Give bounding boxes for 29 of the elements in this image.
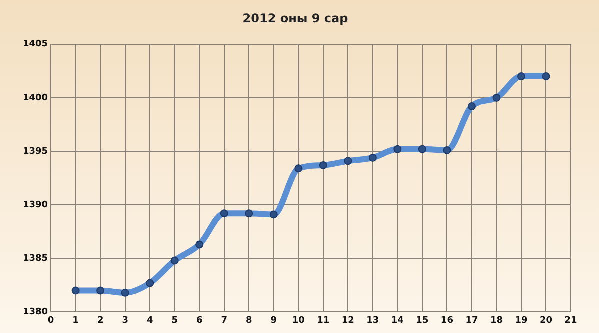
x-tick-label: 14 <box>391 316 404 326</box>
y-tick-label: 1390 <box>22 200 48 210</box>
y-tick-label: 1405 <box>22 40 48 50</box>
x-tick-label: 2 <box>97 316 104 326</box>
x-tick-label: 17 <box>466 316 478 326</box>
y-tick-label: 1395 <box>22 146 48 157</box>
y-tick-label: 1400 <box>22 93 48 104</box>
x-tick-label: 13 <box>366 316 380 326</box>
x-tick-label: 10 <box>292 316 305 326</box>
x-tick-label: 6 <box>196 316 203 326</box>
x-tick-label: 21 <box>564 316 578 326</box>
x-tick-label: 8 <box>246 316 252 326</box>
y-tick-label: 1380 <box>22 308 48 318</box>
x-tick-label: 4 <box>146 316 154 326</box>
x-tick-label: 7 <box>221 316 228 326</box>
x-tick-label: 18 <box>490 316 503 326</box>
y-tick-label: 1385 <box>22 254 48 264</box>
x-tick-label: 20 <box>540 316 553 326</box>
chart-title: 2012 оны 9 сар <box>242 11 349 26</box>
x-tick-label: 9 <box>270 316 278 326</box>
x-tick-label: 5 <box>172 316 178 326</box>
x-tick-label: 11 <box>317 316 330 326</box>
x-tick-label: 19 <box>515 316 528 326</box>
x-tick-label: 15 <box>416 316 429 326</box>
x-tick-label: 16 <box>440 316 454 326</box>
x-tick-label: 1 <box>72 316 79 326</box>
x-tick-label: 12 <box>342 316 354 326</box>
x-tick-label: 3 <box>122 316 128 326</box>
x-tick-label: 0 <box>48 316 54 326</box>
